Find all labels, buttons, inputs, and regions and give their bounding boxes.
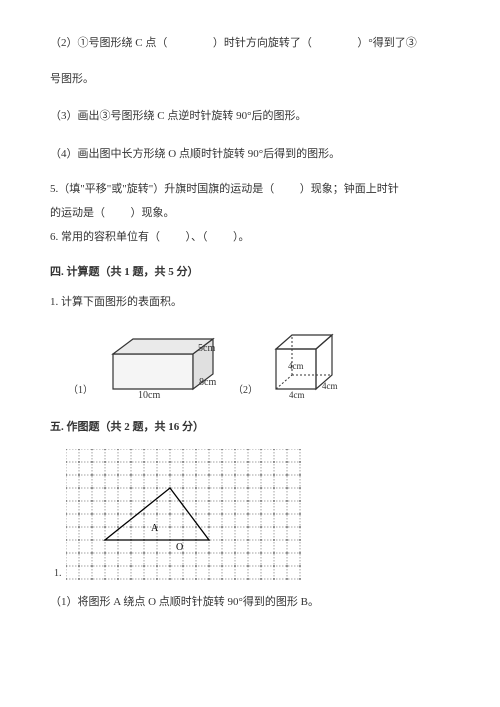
q6-c: ）。	[233, 231, 250, 243]
q5-2b: ）现象。	[131, 207, 175, 219]
question-2-line2: 号图形。	[50, 71, 450, 89]
q2-mid1: ）时针方向旋转了（	[213, 37, 312, 49]
q2-pre: （2）①号图形绕 C 点（	[50, 37, 167, 49]
q2-mid2: ）°得到了③	[357, 37, 416, 49]
question-3: （3）画出③号图形绕 C 点逆时针旋转 90°后的图形。	[50, 108, 450, 126]
grid-figure: 1. AO	[54, 449, 450, 584]
section-4-title: 四. 计算题（共 1 题，共 5 分）	[50, 264, 450, 282]
box-h-label: 5cm	[198, 343, 215, 354]
grid-row-label: 1.	[54, 566, 62, 582]
box-w-label: 10cm	[138, 390, 160, 399]
question-2-line1: （2）①号图形绕 C 点（ ）时针方向旋转了（ ）°得到了③	[50, 35, 450, 53]
dot-grid-icon: AO	[66, 449, 306, 584]
box-d-label: 8cm	[199, 377, 216, 388]
figure-row: （1） 5cm 8cm 10cm （2） 4cm 4cm 4cm	[68, 329, 450, 399]
svg-text:A: A	[151, 523, 159, 534]
rect-box-icon: 5cm 8cm 10cm	[103, 329, 223, 399]
svg-text:O: O	[176, 542, 183, 553]
fig1-caption: （1）	[68, 383, 93, 399]
section-5-q1: （1）将图形 A 绕点 O 点顺时针旋转 90°得到的图形 B。	[50, 594, 450, 612]
q6-a: 6. 常用的容积单位有（	[50, 231, 160, 243]
q5-2a: 的运动是（	[50, 207, 105, 219]
cube-c-label: 4cm	[289, 390, 305, 399]
cube-a-label: 4cm	[288, 361, 304, 371]
question-4: （4）画出图中长方形绕 O 点顺时针旋转 90°后得到的图形。	[50, 146, 450, 164]
fig2-caption: （2）	[233, 383, 258, 399]
cube-b-label: 4cm	[322, 381, 338, 391]
section-4-q1: 1. 计算下面图形的表面积。	[50, 294, 450, 312]
question-5-line2: 的运动是（ ）现象。	[50, 205, 450, 223]
question-6: 6. 常用的容积单位有（ ）、（ ）。	[50, 229, 450, 247]
question-5-line1: 5.（填"平移"或"旋转"）升旗时国旗的运动是（ ）现象；钟面上时针	[50, 181, 450, 199]
q6-b: ）、（	[186, 231, 208, 243]
cube-icon: 4cm 4cm 4cm	[268, 329, 348, 399]
q5-a: 5.（填"平移"或"旋转"）升旗时国旗的运动是（	[50, 183, 274, 195]
section-5-title: 五. 作图题（共 2 题，共 16 分）	[50, 419, 450, 437]
q5-b: ）现象；钟面上时针	[300, 183, 399, 195]
